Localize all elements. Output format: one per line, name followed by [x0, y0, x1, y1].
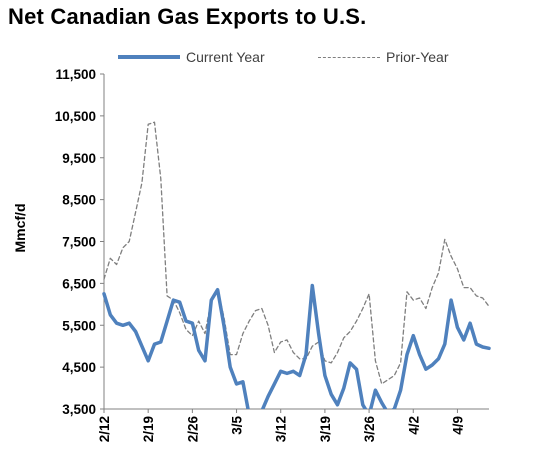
x-tick-label: 4/9	[450, 416, 465, 435]
legend-item-current: Current Year	[118, 46, 265, 68]
legend-label-current: Current Year	[186, 49, 265, 65]
y-tick-label: 6,500	[62, 276, 96, 291]
x-tick-label: 3/19	[318, 416, 333, 442]
y-tick-label: 10,500	[55, 109, 96, 124]
x-tick-label: 2/26	[185, 416, 200, 443]
series-group	[102, 121, 491, 409]
x-tick-label: 2/19	[141, 416, 156, 442]
x-tick-label: 4/2	[406, 416, 421, 435]
legend-swatch-current	[118, 55, 180, 59]
x-tick-label: 2/12	[97, 416, 112, 442]
chart-title: Net Canadian Gas Exports to U.S.	[8, 4, 367, 29]
x-tick-label: 3/26	[362, 416, 377, 443]
y-tick-label: 7,500	[62, 235, 96, 250]
y-tick-label: 3,500	[62, 402, 96, 417]
y-tick-label: 9,500	[62, 151, 96, 166]
x-tick-label: 3/5	[230, 416, 245, 435]
legend-label-prior: Prior-Year	[386, 49, 449, 65]
series-line-current-year	[102, 283, 491, 409]
y-tick-label: 4,500	[62, 360, 96, 375]
x-tick-label: 3/12	[274, 416, 289, 442]
y-tick-label: 5,500	[62, 318, 96, 333]
legend-swatch-prior	[318, 56, 380, 58]
y-tick-label: 8,500	[62, 193, 96, 208]
legend-item-prior: Prior-Year	[318, 46, 449, 68]
legend: Current Year Prior-Year	[118, 46, 538, 68]
y-tick-label: 11,500	[55, 67, 96, 82]
series-line-prior-year	[103, 121, 490, 385]
